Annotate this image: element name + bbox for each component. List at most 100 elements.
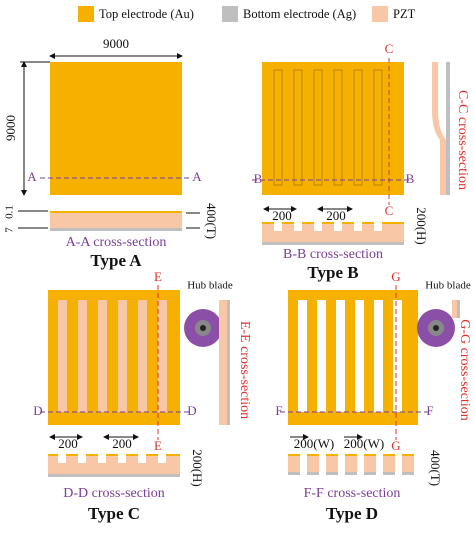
shape <box>98 454 106 463</box>
panel-a: 9000 9000 A A 0.1 7 400(T) A-A cross-sec… <box>3 36 219 270</box>
shape <box>138 300 147 412</box>
slot <box>293 69 303 186</box>
shape <box>374 300 383 412</box>
dimension: 7 <box>4 227 16 233</box>
shape <box>118 300 127 412</box>
shape <box>288 472 300 475</box>
shape <box>262 224 404 242</box>
legend-label: Bottom electrode (Ag) <box>243 7 356 21</box>
panel-title: Type A <box>90 251 142 270</box>
dimension: 9000 <box>3 115 18 141</box>
shape <box>274 222 282 231</box>
cross-section-label: E-E cross-section <box>237 321 252 419</box>
shape <box>326 456 338 472</box>
shape <box>355 300 364 412</box>
dimension: 200 <box>272 208 292 223</box>
shape <box>98 300 107 412</box>
shape <box>383 472 395 475</box>
shape <box>317 300 326 412</box>
dimension: 200(W) <box>294 436 334 451</box>
shape <box>48 474 180 477</box>
shape <box>58 454 66 463</box>
shape <box>288 456 300 472</box>
shape <box>393 300 402 412</box>
shape <box>326 472 338 475</box>
section-label: A <box>192 169 202 184</box>
section-label: C <box>385 41 394 56</box>
dimension: 400(T) <box>428 450 443 486</box>
dimension: 200 <box>58 436 78 451</box>
section-label: A <box>27 169 37 184</box>
section-label: D <box>33 403 42 418</box>
shape <box>402 472 414 475</box>
panel-title: Type B <box>307 263 358 282</box>
slot <box>373 69 383 186</box>
shape <box>294 222 302 231</box>
section-label: F <box>275 403 282 418</box>
shape <box>138 454 146 463</box>
shape <box>383 456 395 472</box>
dimension: 9000 <box>103 36 129 51</box>
hub-label: Hub blade <box>187 280 233 292</box>
shape <box>326 454 338 456</box>
shape <box>364 456 376 472</box>
shape <box>78 300 87 412</box>
panel-d: G G F F Hub blade G-G cross-section 200(… <box>275 269 471 523</box>
legend-label: Top electrode (Au) <box>99 7 194 21</box>
section-label: F <box>426 403 433 418</box>
dimension: 200(H) <box>190 449 205 487</box>
hub-label: Hub blade <box>425 280 471 292</box>
shape <box>158 300 167 412</box>
shape <box>336 300 345 412</box>
section-label: C <box>385 203 394 218</box>
shape <box>298 300 307 412</box>
section-label: B <box>406 171 415 186</box>
shape <box>374 222 382 231</box>
shape <box>402 454 414 456</box>
panel-title: Type C <box>88 504 140 523</box>
section-label: G <box>391 438 400 453</box>
shape <box>345 472 357 475</box>
shape <box>383 454 395 456</box>
shape <box>48 454 180 456</box>
shape <box>354 222 362 231</box>
section-label: E <box>154 438 162 453</box>
cross-section-label: G-G cross-section <box>457 319 472 420</box>
shape <box>345 454 357 456</box>
shape <box>158 454 166 463</box>
cross-section-label: D-D cross-section <box>63 486 164 501</box>
dimension: 0.1 <box>4 205 16 219</box>
shape <box>78 454 86 463</box>
electrode <box>262 62 404 195</box>
dimension: 200(W) <box>344 436 384 451</box>
dimension: 200 <box>112 436 132 451</box>
shape <box>402 456 414 472</box>
section-label: G <box>391 269 400 284</box>
shape <box>262 242 404 245</box>
slot <box>353 69 363 186</box>
section-label: E <box>154 269 162 284</box>
shape <box>364 472 376 475</box>
panel-b: C C B B C-C cross-section 200 200 200(H)… <box>252 41 470 282</box>
slot <box>273 69 283 186</box>
cross-section-label: C-C cross-section <box>455 90 470 190</box>
shape <box>307 454 319 456</box>
section-label: B <box>254 171 263 186</box>
shape <box>288 454 300 456</box>
slot <box>313 69 323 186</box>
legend-label: PZT <box>393 7 416 21</box>
dimension: 400(T) <box>204 203 219 239</box>
dimension: 200 <box>326 208 346 223</box>
panel-title: Type D <box>326 504 378 523</box>
shape <box>364 454 376 456</box>
shape <box>314 222 322 231</box>
legend: Top electrode (Au) Bottom electrode (Ag)… <box>78 6 416 22</box>
slot <box>333 69 343 186</box>
cross-section-label: B-B cross-section <box>283 247 383 262</box>
shape <box>307 472 319 475</box>
legend-swatch <box>372 6 388 22</box>
cross-section-label: A-A cross-section <box>66 235 167 250</box>
dimension: 200(H) <box>414 207 429 245</box>
shape <box>345 456 357 472</box>
